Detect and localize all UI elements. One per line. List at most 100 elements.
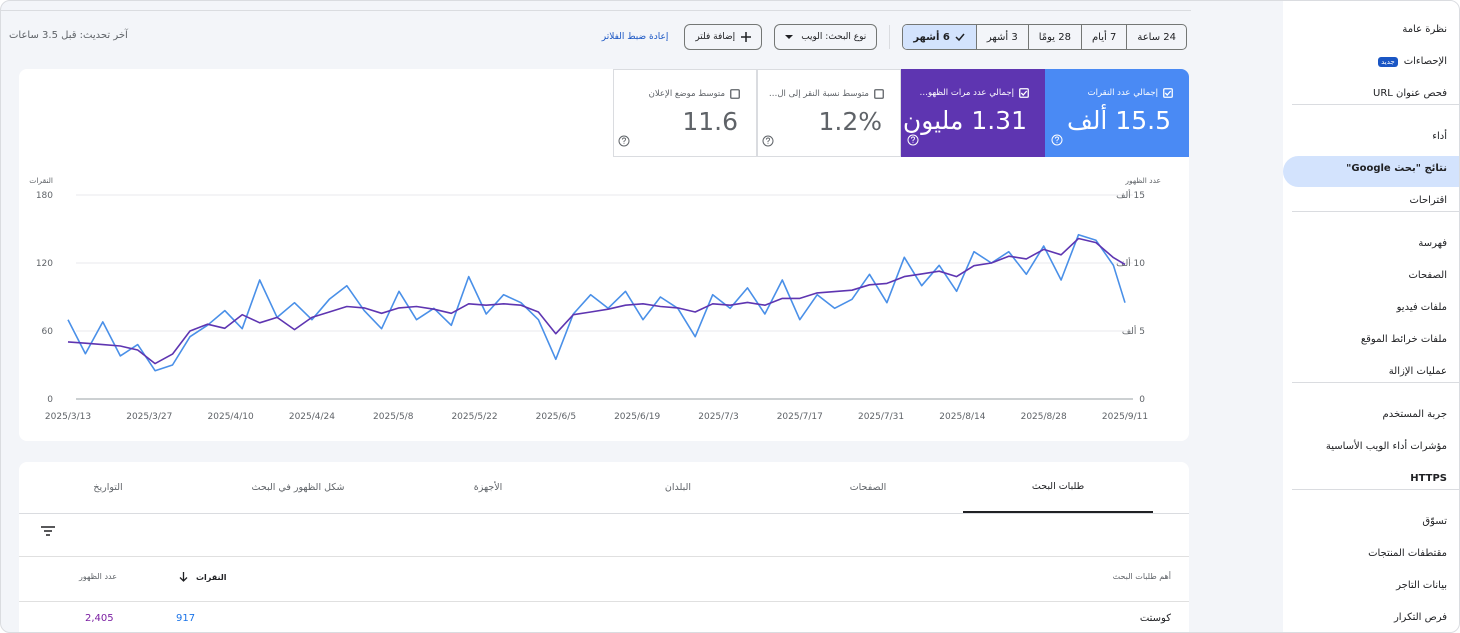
nav-label: أداء (1432, 131, 1447, 142)
date-range-button[interactable]: 28 يومًا (1029, 25, 1082, 49)
checkbox (874, 89, 884, 99)
arrow (785, 35, 794, 39)
x-tick-label: 2025/6/5 (536, 412, 576, 422)
tab[interactable]: التواريخ (13, 462, 203, 513)
series-line (67, 233, 1126, 372)
search-type-dropdown[interactable]: نوع البحث: الويب (774, 24, 878, 50)
add-filter-button[interactable]: إضافة فلتر (684, 24, 763, 50)
help-circle (618, 135, 630, 147)
checkbox (1163, 88, 1173, 98)
nav-item[interactable]: فرص التكرار (1394, 612, 1447, 623)
nav-label: ملفات خرائط الموقع (1360, 334, 1447, 345)
checkbox-box (874, 89, 884, 99)
nav-label: تسوّق (1422, 516, 1447, 527)
table-panel: طلبات البحث الصفحات البلدان الأجهزة شكل الظه… (19, 462, 1189, 632)
search-type-label: نوع البحث: الويب (801, 32, 867, 42)
help-mark (1054, 136, 1060, 143)
metric-label: إجمالي عدد النقرات (1087, 88, 1158, 98)
tab-label: الأجهزة (473, 482, 503, 493)
tab[interactable]: الصفحات (773, 462, 963, 513)
tab[interactable]: طلبات البحث (963, 462, 1153, 513)
date-range-label: 6 أشهر (913, 31, 950, 43)
nav-item[interactable]: ملفات فيديو (1397, 302, 1447, 313)
checkbox-box (1019, 88, 1029, 98)
nav-item[interactable]: الصفحات (1409, 270, 1447, 281)
table-header[interactable]: النقرات (179, 572, 227, 582)
help-circle (762, 135, 774, 147)
metric-value: 1.31 مليون (902, 106, 1027, 135)
nav-item[interactable]: عمليات الإزالة (1389, 366, 1447, 377)
date-range-button[interactable]: 3 أشهر (977, 25, 1029, 49)
y2-axis-title: عدد الظهور (1124, 176, 1161, 185)
nav-label: عمليات الإزالة (1388, 366, 1447, 377)
sort-arrow (179, 572, 188, 582)
tab[interactable]: الأجهزة (393, 462, 583, 513)
nav-item[interactable]: فهرسة (1418, 238, 1447, 249)
nav-label: ملفات فيديو (1396, 302, 1447, 313)
tabs-divider (19, 513, 1189, 514)
arrow (179, 572, 188, 582)
table-header[interactable]: عدد الظهور (79, 572, 117, 581)
table-cell: 917 (176, 613, 196, 624)
nav-item[interactable]: نظرة عامة (1402, 24, 1447, 35)
x-tick-label: 2025/3/27 (126, 412, 172, 422)
metric-value: 1.2% (818, 107, 882, 136)
nav-item[interactable]: فحص عنوان URL (1373, 88, 1447, 99)
help-mark (910, 136, 916, 143)
date-range-button[interactable]: 7 أيام (1082, 25, 1128, 49)
y-axis-title: النقرات (29, 176, 53, 185)
metric-card-header: متوسط موضع الإعلان (649, 89, 740, 99)
x-tick-label: 2025/7/3 (698, 412, 738, 422)
nav-label: مؤشرات أداء الويب الأساسية (1325, 441, 1447, 452)
nav-item[interactable]: أداء (1432, 131, 1447, 142)
last-updated: آخر تحديث: قبل 3.5 ساعات (9, 30, 128, 41)
metric-label: متوسط نسبة النقر إلى ال… (768, 89, 869, 99)
nav-item[interactable]: مؤشرات أداء الويب الأساسية (1326, 441, 1447, 452)
date-range-label: 24 ساعة (1137, 31, 1176, 43)
table-header-label: أهم طلبات البحث (1112, 572, 1171, 581)
nav-item[interactable]: تسوّق (1422, 516, 1447, 527)
x-tick-label: 2025/4/10 (208, 412, 254, 422)
metric-value: 11.6 (682, 107, 738, 136)
nav-separator (1292, 382, 1459, 383)
nav-label: اقتراحات (1409, 195, 1447, 206)
metric-value: 15.5 ألف (1066, 106, 1171, 135)
nav-item[interactable]: نتائج "بحث Google" (1346, 163, 1447, 174)
nav-label: الصفحات (1408, 270, 1447, 281)
checkbox-box (730, 89, 740, 99)
help-circle (907, 134, 919, 146)
metric-card[interactable]: إجمالي عدد مرات الظهو… 1.31 مليون (901, 69, 1045, 157)
nav-item[interactable]: الإحصاءات جديد (1378, 56, 1447, 67)
date-range-button[interactable]: 6 أشهر (903, 25, 977, 49)
nav-item[interactable]: بيانات التاجر (1396, 580, 1447, 591)
tab[interactable]: البلدان (583, 462, 773, 513)
help-icon (762, 135, 774, 147)
filter-rows-button[interactable] (39, 522, 57, 540)
y2-tick-label: 0 (1139, 395, 1145, 405)
date-range-selector: 24 ساعة 7 أيام 28 يومًا 3 أشهر 6 أشهر (902, 24, 1187, 50)
table-header[interactable]: أهم طلبات البحث (1113, 572, 1171, 581)
nav-item[interactable]: مقتطفات المنتجات (1368, 548, 1447, 559)
y2-tick-label: 5 ألف (1122, 325, 1145, 337)
header-divider (19, 601, 1189, 602)
nav-item[interactable]: HTTPS (1410, 473, 1447, 484)
date-range-button[interactable]: 24 ساعة (1127, 25, 1186, 49)
filter-icon (41, 526, 55, 536)
nav-selected-bg (1283, 156, 1459, 187)
reset-filters-link[interactable]: إعادة ضبط الفلاتر (601, 32, 669, 42)
nav-item[interactable]: جربة المستخدم (1383, 409, 1447, 420)
table-header-label: النقرات (196, 572, 227, 582)
nav-item[interactable]: اقتراحات (1409, 195, 1447, 206)
metric-card[interactable]: متوسط نسبة النقر إلى ال… 1.2% (757, 69, 901, 157)
y-tick-label: 180 (36, 191, 53, 201)
top-bar (1, 1, 1191, 11)
checkbox (1019, 88, 1029, 98)
metric-card[interactable]: إجمالي عدد النقرات 15.5 ألف (1045, 69, 1189, 157)
tab[interactable]: شكل الظهور في البحث (203, 462, 393, 513)
nav-item[interactable]: ملفات خرائط الموقع (1361, 334, 1447, 345)
help-icon (618, 135, 630, 147)
nav-separator (1292, 104, 1459, 105)
checkbox-check (1164, 90, 1172, 96)
metric-card[interactable]: متوسط موضع الإعلان 11.6 (613, 69, 757, 157)
